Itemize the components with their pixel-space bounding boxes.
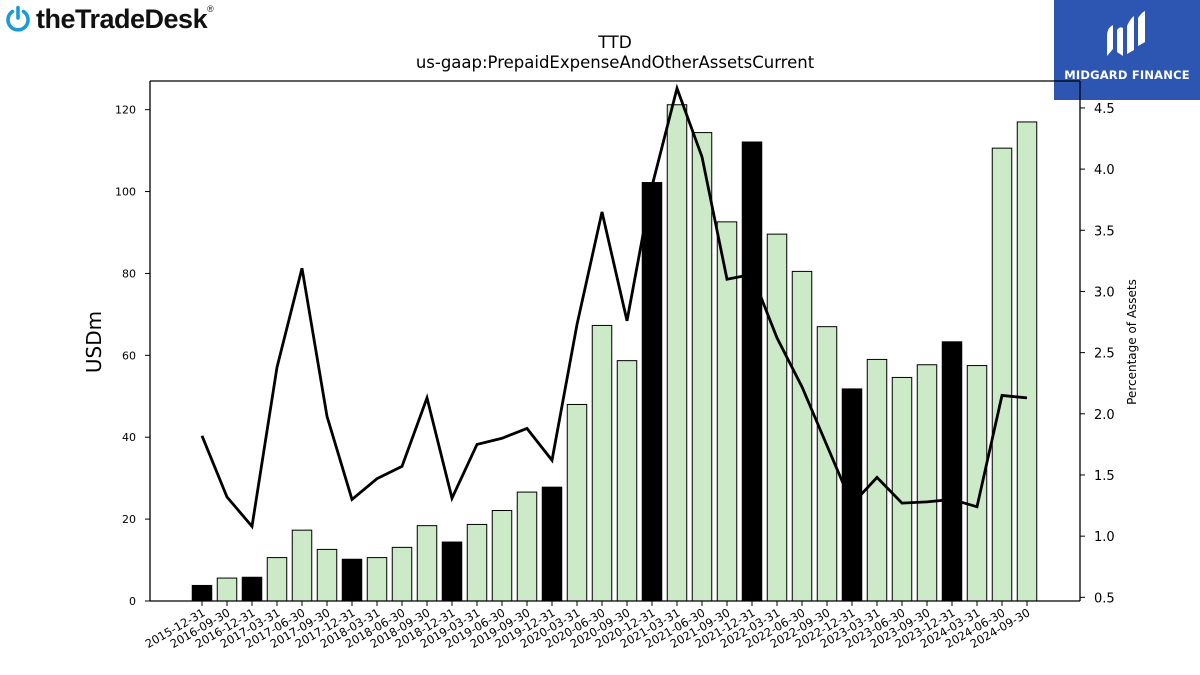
chart-title: TTD <box>597 33 632 53</box>
y-tick-label: 40 <box>122 431 136 444</box>
bar-2020-09-30 <box>616 360 638 602</box>
y-tick-label: 60 <box>122 349 136 362</box>
y-tick-label: 100 <box>115 186 136 199</box>
bar-2024-09-30 <box>1016 121 1038 602</box>
midgard-finance-badge: MIDGARD FINANCE <box>1054 0 1200 100</box>
bar-2020-03-31 <box>566 403 588 602</box>
bar-2019-06-30 <box>491 510 513 602</box>
badge-label: MIDGARD FINANCE <box>1064 68 1190 82</box>
y2-tick-label: 2.5 <box>1094 347 1115 362</box>
bar-2015-12-31 <box>191 584 213 602</box>
bar-2023-12-31 <box>941 341 963 602</box>
bar-2017-09-30 <box>316 548 338 602</box>
bar-2022-03-31 <box>766 233 788 602</box>
bar-2024-03-31 <box>966 365 988 602</box>
bar-2019-03-31 <box>466 523 488 602</box>
power-icon <box>6 5 30 32</box>
bar-2019-09-30 <box>516 491 538 602</box>
bar-2017-12-31 <box>341 558 363 602</box>
bar-2016-09-30 <box>216 577 238 602</box>
company-logo: theTradeDesk® <box>4 3 214 35</box>
y-axis-label: USDm <box>82 311 106 373</box>
bar-series <box>191 104 1038 602</box>
y-tick-label: 120 <box>115 104 136 117</box>
y-axis: 0 20 40 60 80 100 120 <box>115 104 150 608</box>
bar-2018-09-30 <box>416 525 438 602</box>
y-tick-label: 20 <box>122 513 136 526</box>
bar-2018-12-31 <box>441 541 463 602</box>
bar-2021-12-31 <box>741 141 763 602</box>
bar-2024-06-30 <box>991 147 1013 602</box>
bar-2021-03-31 <box>666 104 688 602</box>
y2-tick-label: 3.5 <box>1094 224 1115 239</box>
x-axis: 2015-12-312016-09-302016-12-312017-03-31… <box>143 601 1033 651</box>
y2-tick-label: 3.0 <box>1094 285 1115 300</box>
line-series <box>200 83 1028 530</box>
registered-mark: ® <box>207 3 214 14</box>
plot-frame <box>149 80 1081 602</box>
y2-tick-label: 4.5 <box>1094 102 1115 117</box>
bar-2018-03-31 <box>366 557 388 602</box>
company-logo-text: theTradeDesk® <box>36 3 214 34</box>
y2-tick-label: 2.0 <box>1094 408 1115 423</box>
y2-axis-label: Percentage of Assets <box>1125 279 1139 405</box>
bar-2017-06-30 <box>291 529 313 602</box>
bar-2023-03-31 <box>866 358 888 602</box>
chart-subtitle: us-gaap:PrepaidExpenseAndOtherAssetsCurr… <box>416 53 815 72</box>
bar-2022-06-30 <box>791 270 813 602</box>
y-tick-label: 80 <box>122 267 136 280</box>
midgard-logo-icon <box>1107 11 1145 56</box>
bar-2020-06-30 <box>591 324 613 602</box>
y2-tick-label: 1.5 <box>1094 469 1115 484</box>
pct-of-assets-line <box>200 83 1028 530</box>
y2-tick-label: 0.5 <box>1094 591 1115 606</box>
y-tick-label: 0 <box>129 595 136 608</box>
bar-2021-06-30 <box>691 132 713 602</box>
bar-2016-12-31 <box>241 576 263 602</box>
bar-2018-06-30 <box>391 546 413 602</box>
bar-2019-12-31 <box>541 486 563 602</box>
bar-2023-06-30 <box>891 376 913 602</box>
y2-axis: 0.5 1.0 1.5 2.0 2.5 3.0 3.5 4.0 4.5 <box>1080 102 1115 606</box>
y2-tick-label: 4.0 <box>1094 163 1115 178</box>
bar-2017-03-31 <box>266 557 288 602</box>
bar-2020-12-31 <box>641 182 663 602</box>
bar-2023-09-30 <box>916 364 938 602</box>
y2-tick-label: 1.0 <box>1094 530 1115 545</box>
